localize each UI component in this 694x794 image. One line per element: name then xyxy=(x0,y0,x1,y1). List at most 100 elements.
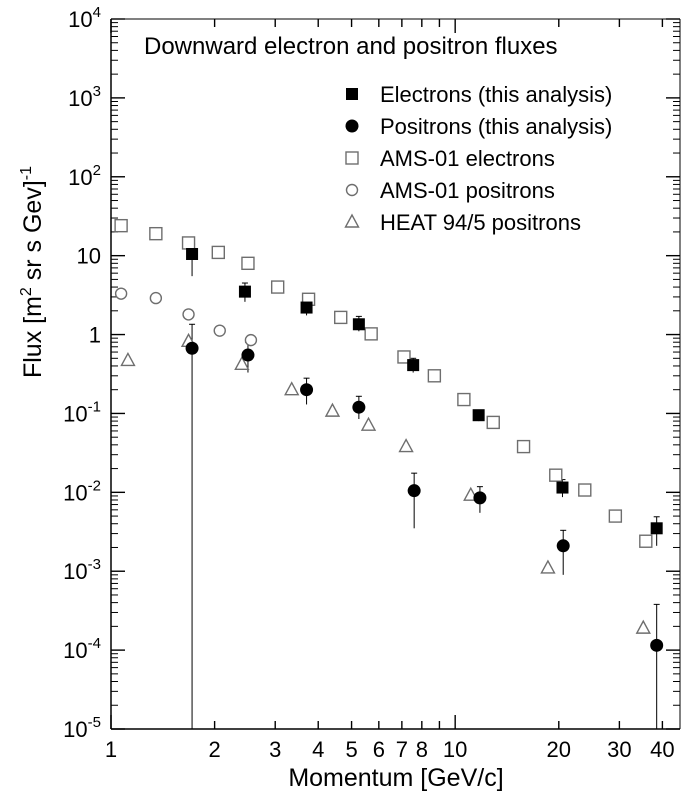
data-point-circle-filled xyxy=(241,348,255,362)
y-tick-exponent: 2 xyxy=(93,162,101,179)
data-markers xyxy=(114,218,664,652)
data-point-square-open xyxy=(427,369,442,383)
x-tick-label: 30 xyxy=(607,737,631,762)
y-tick-label: 10-2 xyxy=(63,477,101,505)
data-point-square-open xyxy=(114,218,128,233)
x-tick-label: 10 xyxy=(443,737,467,762)
y-tick-exponent: -5 xyxy=(88,714,101,731)
data-point-square-open xyxy=(181,236,196,250)
y-tick-label: 10-4 xyxy=(63,635,101,663)
data-point-triangle-open xyxy=(398,438,414,453)
legend-label: Positrons (this analysis) xyxy=(380,114,612,139)
data-point-triangle-open xyxy=(540,559,556,574)
y-tick-base: 10 xyxy=(77,244,101,269)
x-tick-label: 2 xyxy=(208,737,220,762)
data-point-square-open xyxy=(397,350,411,364)
data-point-square-open xyxy=(211,245,225,260)
y-tick-base: 10 xyxy=(63,480,87,505)
data-point-triangle-open xyxy=(284,381,300,396)
x-axis-title: Momentum [GeV/c] xyxy=(288,764,503,792)
data-point-circle-filled xyxy=(556,539,570,553)
x-tick-label: 1 xyxy=(105,737,117,762)
data-point-square-open xyxy=(457,392,471,407)
data-point-square-open xyxy=(334,310,348,325)
legend-marker-square-filled xyxy=(346,88,358,100)
data-point-square-open xyxy=(639,534,653,548)
y-tick-base: 10 xyxy=(63,638,87,663)
data-point-square-filled xyxy=(472,409,485,422)
data-point-triangle-open xyxy=(120,351,136,367)
y-tick-exponent: 4 xyxy=(93,4,101,21)
legend-label: HEAT 94/5 positrons xyxy=(380,210,581,235)
data-point-square-open xyxy=(608,509,623,523)
data-point-circle-open xyxy=(182,308,195,321)
y-tick-base: 10 xyxy=(63,717,87,742)
chart-title: Downward electron and positron fluxes xyxy=(144,33,558,60)
y-tick-base: 1 xyxy=(89,323,101,348)
y-tick-label: 10-5 xyxy=(63,714,101,742)
data-point-square-filled xyxy=(407,359,420,372)
data-point-circle-filled xyxy=(407,484,421,498)
legend: Electrons (this analysis) Positrons (this… xyxy=(344,82,612,235)
data-point-square-filled xyxy=(650,522,663,535)
y-tick-label: 102 xyxy=(68,162,101,190)
legend-label: AMS-01 positrons xyxy=(380,178,555,203)
y-tick-exponent: -3 xyxy=(88,556,101,573)
y-tick-label: 10-1 xyxy=(63,398,101,426)
data-point-square-open xyxy=(549,468,563,482)
x-tick-label: 3 xyxy=(269,737,281,762)
y-tick-label: 10 xyxy=(77,244,101,269)
data-point-square-filled xyxy=(186,247,199,260)
y-axis-title-main: Flux [m xyxy=(19,296,47,378)
y-tick-base: 10 xyxy=(63,401,87,426)
data-point-circle-filled xyxy=(352,400,366,414)
legend-marker-triangle-open xyxy=(344,213,360,228)
legend-marker-square-open xyxy=(345,151,359,165)
x-tick-label: 8 xyxy=(416,737,428,762)
data-point-square-filled xyxy=(556,481,569,494)
y-tick-label: 103 xyxy=(68,83,101,111)
y-tick-base: 10 xyxy=(63,559,87,584)
x-tick-label: 40 xyxy=(650,737,674,762)
data-point-square-open xyxy=(578,483,592,497)
data-point-circle-open xyxy=(149,291,163,305)
data-point-circle-filled xyxy=(185,341,199,355)
y-tick-label: 10-3 xyxy=(63,556,101,584)
y-tick-exponent: -2 xyxy=(88,477,101,494)
legend-marker-circle-filled xyxy=(345,119,359,133)
data-point-square-open xyxy=(241,256,255,271)
data-point-square-open xyxy=(270,280,285,294)
y-axis-title: Flux [m2 sr s Gev]-1 xyxy=(18,166,47,378)
y-tick-base: 10 xyxy=(68,7,92,32)
x-tick-label: 20 xyxy=(547,737,571,762)
x-tick-label: 5 xyxy=(345,737,357,762)
legend-marker-circle-open xyxy=(345,183,359,197)
y-tick-exponent: -1 xyxy=(88,398,101,415)
y-tick-base: 10 xyxy=(68,165,92,190)
data-point-circle-filled xyxy=(473,491,487,505)
y-tick-label: 104 xyxy=(68,4,101,32)
data-point-circle-filled xyxy=(300,383,314,397)
data-point-circle-filled xyxy=(650,638,664,652)
data-point-square-open xyxy=(149,226,163,241)
y-axis-title-sup2: 2 xyxy=(18,287,35,296)
data-point-square-open xyxy=(364,327,378,341)
y-tick-exponent: -4 xyxy=(88,635,101,652)
data-point-square-filled xyxy=(352,318,365,331)
data-point-triangle-open xyxy=(234,355,250,370)
x-tick-label: 7 xyxy=(396,737,408,762)
data-point-square-open xyxy=(516,439,531,454)
data-point-triangle-open xyxy=(635,619,651,634)
data-point-circle-open xyxy=(244,333,258,347)
legend-label: Electrons (this analysis) xyxy=(380,82,612,107)
data-point-circle-open xyxy=(114,287,128,300)
data-point-square-filled xyxy=(300,301,313,314)
data-point-square-open xyxy=(486,415,500,430)
data-point-circle-open xyxy=(213,324,226,337)
y-axis-title-rest: sr s Gev] xyxy=(19,180,47,287)
y-tick-label: 1 xyxy=(89,323,101,348)
y-tick-base: 10 xyxy=(68,86,92,111)
x-tick-label: 6 xyxy=(373,737,385,762)
